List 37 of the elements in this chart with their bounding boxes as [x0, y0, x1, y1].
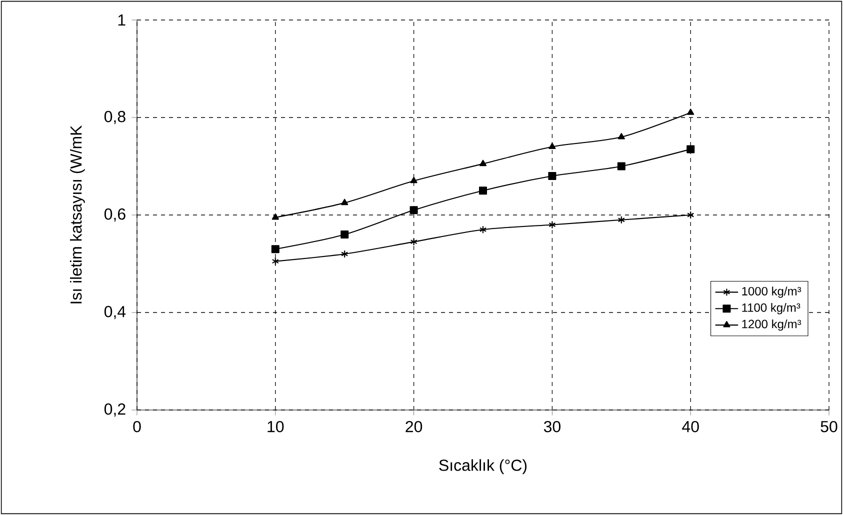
- y-tick-label: 0,2: [104, 403, 126, 417]
- point: [618, 133, 625, 140]
- point: [272, 213, 279, 220]
- x-axis-title: Sıcaklık (°C): [439, 459, 527, 474]
- point: [341, 198, 348, 206]
- y-tick-label: 0,6: [104, 208, 126, 222]
- point: [479, 186, 487, 195]
- point: [548, 172, 556, 180]
- y-tick-label: 0,8: [104, 110, 126, 124]
- y-axis-title: Isı iletim katsayısı (W/mK: [70, 125, 85, 304]
- point: [410, 176, 418, 184]
- x-tick-label: 50: [820, 420, 838, 432]
- x-tick-label: 0: [133, 420, 141, 432]
- point: [479, 160, 487, 166]
- legend-label: 1000 kg/m³: [742, 286, 802, 298]
- legend-label: 1100 kg/m³: [742, 303, 800, 314]
- legend-label: 1200 kg/m³: [742, 319, 802, 331]
- point: [479, 226, 487, 234]
- x-tick-label: 20: [406, 420, 422, 432]
- x-tick-label: 30: [544, 420, 560, 432]
- point: [410, 238, 418, 246]
- y-tick-label: 1: [118, 14, 126, 26]
- point: [410, 206, 418, 214]
- point: [271, 245, 280, 254]
- point: [618, 216, 625, 224]
- x-tick-label: 40: [682, 420, 699, 432]
- point: [686, 145, 695, 154]
- y-tick-label: 0,4: [104, 306, 126, 320]
- point: [272, 257, 279, 266]
- point: [687, 211, 694, 220]
- point: [548, 142, 556, 150]
- point: [341, 250, 348, 258]
- x-tick-label: 10: [268, 420, 284, 432]
- point: [340, 230, 349, 239]
- point: [617, 162, 626, 170]
- point: [687, 108, 694, 115]
- point: [548, 220, 556, 229]
